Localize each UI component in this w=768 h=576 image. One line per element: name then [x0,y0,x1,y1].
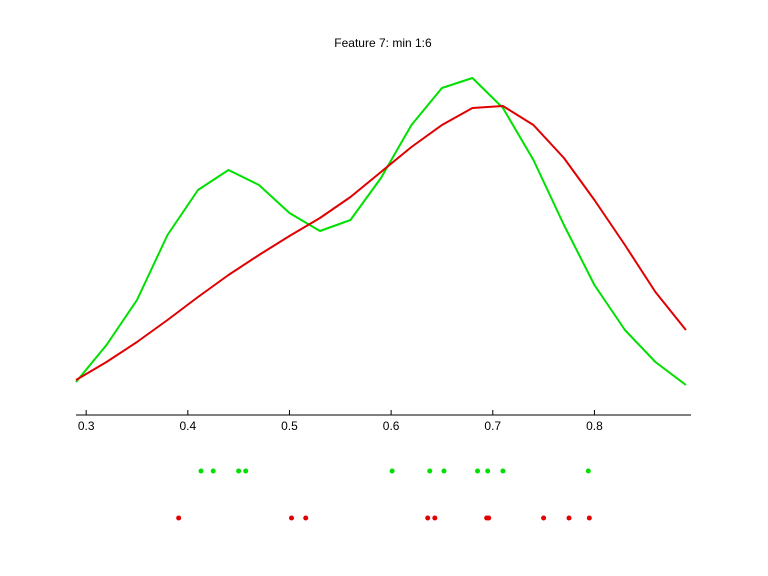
rug-point [486,515,492,521]
rug-point [441,468,447,474]
rug-point [541,515,547,521]
x-tick-label: 0.7 [484,419,501,433]
density-line [75,77,687,386]
rug-point [243,468,249,474]
rug-point [475,468,481,474]
rug-point [198,468,204,474]
rug-point [176,515,182,521]
rug-point [389,468,395,474]
x-tick-label: 0.6 [383,419,400,433]
rug-point [427,468,433,474]
rug-point [586,515,592,521]
density-line [75,105,687,381]
rug-point [485,468,491,474]
rug-point [303,515,309,521]
rug-point [566,515,572,521]
chart-title: Feature 7: min 1:6 [334,36,432,50]
x-tick-label: 0.3 [78,419,95,433]
rug-point [425,515,431,521]
rug-point [585,468,591,474]
rug-point [289,515,295,521]
rug-point [210,468,216,474]
rug-point [500,468,506,474]
x-tick-label: 0.5 [281,419,298,433]
x-tick-label: 0.4 [179,419,196,433]
rug-point [432,515,438,521]
x-tick-label: 0.8 [586,419,603,433]
rug-point [236,468,242,474]
